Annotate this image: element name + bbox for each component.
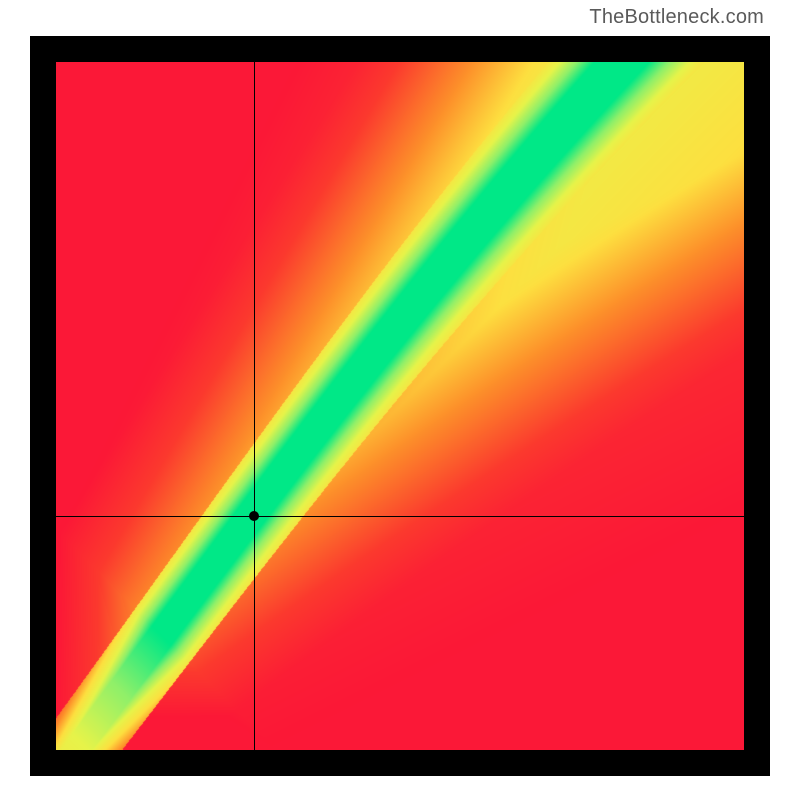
chart-outer-frame xyxy=(30,36,770,776)
heatmap-plot xyxy=(56,62,744,750)
crosshair-vertical xyxy=(254,62,255,750)
stage: TheBottleneck.com xyxy=(0,0,800,800)
watermark-text: TheBottleneck.com xyxy=(589,6,764,29)
crosshair-horizontal xyxy=(56,516,744,517)
heatmap-canvas xyxy=(56,62,744,750)
